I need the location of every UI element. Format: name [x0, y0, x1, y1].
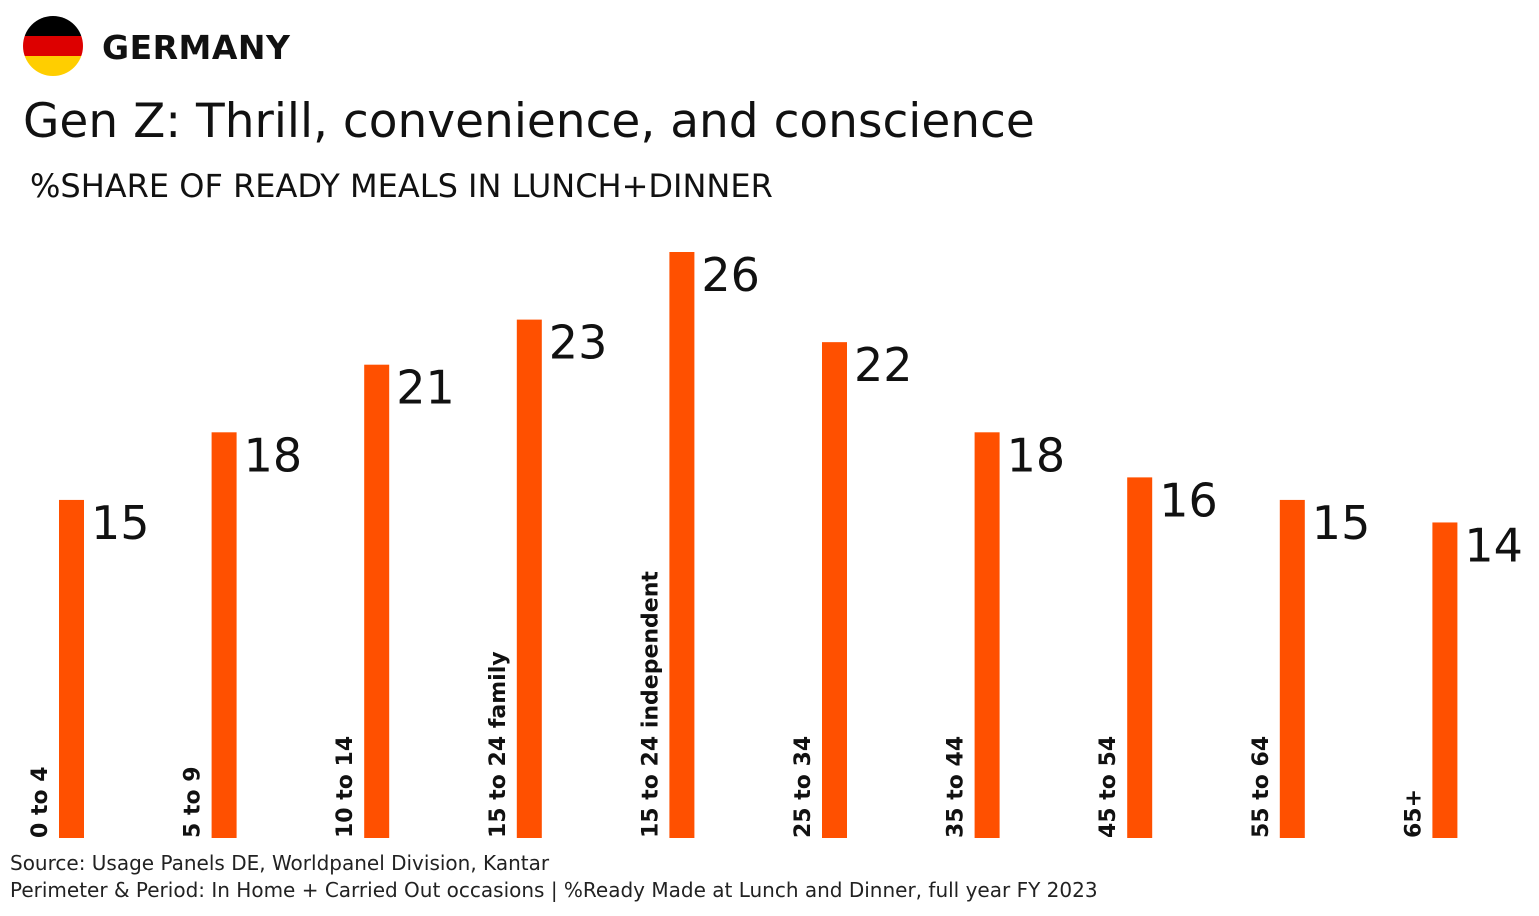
bar-chart: 15 0 to 4 18 5 to 9 21 10 to 14 23 15 to 24 fam… [28, 248, 1523, 839]
data-label-6: 22 [854, 338, 913, 392]
perimeter-note: Perimeter & Period: In Home + Carried Ou… [10, 878, 1098, 902]
category-label-10: 65+ [1401, 789, 1426, 838]
data-label-10: 14 [1464, 518, 1523, 572]
bar-8 [1127, 477, 1153, 838]
flag-stripe-gold [23, 56, 83, 76]
category-label-1: 0 to 4 [28, 766, 53, 838]
data-label-1: 15 [91, 496, 150, 550]
data-label-2: 18 [244, 428, 303, 482]
category-label-2: 5 to 9 [181, 766, 206, 838]
germany-flag-icon [23, 16, 83, 76]
bar-4 [516, 319, 542, 839]
bar-1 [59, 499, 84, 838]
bar-9 [1279, 499, 1305, 838]
category-label-4: 15 to 24 family [486, 651, 511, 838]
data-label-9: 15 [1312, 496, 1371, 550]
footer: Source: Usage Panels DE, Worldpanel Divi… [10, 850, 1098, 904]
category-label-8: 45 to 54 [1096, 736, 1121, 838]
flag-stripe-black [23, 16, 83, 36]
category-label-9: 55 to 64 [1249, 736, 1274, 838]
bar-7 [974, 432, 1000, 838]
data-label-4: 23 [549, 316, 608, 370]
category-label-5: 15 to 24 independent [638, 571, 663, 838]
data-label-3: 21 [396, 361, 455, 415]
chart-subtitle: %SHARE OF READY MEALS IN LUNCH+DINNER [30, 167, 773, 205]
bar-10 [1432, 522, 1458, 838]
data-label-7: 18 [1007, 428, 1066, 482]
data-label-5: 26 [701, 248, 760, 302]
bar-6 [822, 342, 847, 838]
flag-stripe-red [23, 36, 83, 56]
category-label-6: 25 to 34 [791, 736, 816, 838]
data-label-8: 16 [1159, 473, 1218, 527]
category-label-3: 10 to 14 [333, 736, 358, 838]
chart-title: Gen Z: Thrill, convenience, and conscien… [23, 94, 1035, 149]
country-label: GERMANY [102, 28, 291, 67]
bar-5 [669, 252, 695, 838]
category-label-7: 35 to 44 [944, 736, 969, 838]
bar-3 [364, 364, 390, 838]
source-note: Source: Usage Panels DE, Worldpanel Divi… [10, 851, 550, 875]
bar-2 [211, 432, 237, 838]
